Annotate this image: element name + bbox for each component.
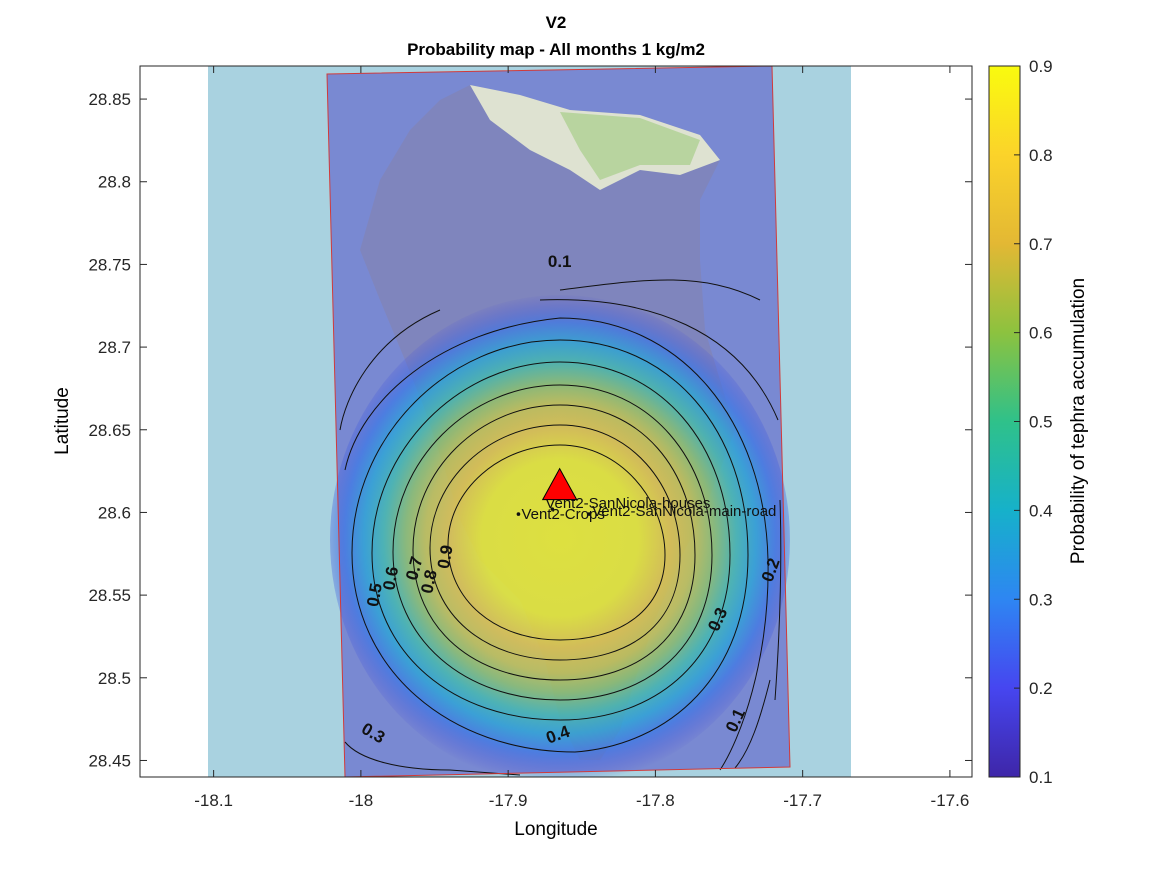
x-tick-label: -17.8 (636, 791, 675, 810)
contour-0.3 (344, 317, 769, 776)
contour-label: 0.8 (417, 568, 440, 595)
y-axis-label: Latitude (52, 387, 73, 455)
colorbar-tick-label: 0.7 (1029, 235, 1053, 254)
contour-0.6 (392, 384, 713, 701)
domain-box (326, 66, 791, 777)
x-axis: -18.1 -18 -17.9 -17.8 -17.7 -17.6 (194, 66, 969, 810)
x-axis-label: Longitude (514, 819, 597, 840)
station-points: Vent2-SanNicola-housesVent2-CropsVent2-S… (516, 495, 776, 523)
x-tick-label: -18.1 (194, 791, 233, 810)
colorbar-tick-label: 0.9 (1029, 57, 1053, 76)
contour-lines (339, 279, 782, 776)
chart-title: V2 (546, 13, 567, 32)
colorbar: 0.1 0.2 0.3 0.4 0.5 0.6 0.7 0.8 0.9 Probability … (988, 57, 1089, 787)
contour-0.4 (351, 339, 749, 753)
station-label: Vent2-Crops (521, 506, 604, 523)
colorbar-tick-label: 0.6 (1029, 324, 1053, 343)
colorbar-tick-label: 0.2 (1029, 679, 1053, 698)
colorbar-ticks: 0.1 0.2 0.3 0.4 0.5 0.6 0.7 0.8 0.9 (1014, 57, 1053, 787)
colorbar-tick-label: 0.4 (1029, 501, 1053, 520)
north-uncovered-green (560, 112, 700, 180)
y-tick-label: 28.55 (88, 586, 131, 605)
x-tick-label: -17.6 (931, 791, 970, 810)
y-tick-label: 28.75 (88, 255, 131, 274)
y-tick-label: 28.45 (88, 751, 131, 770)
x-tick-label: -18 (349, 791, 374, 810)
contour-label: 0.1 (548, 252, 572, 271)
vent-marker (541, 467, 578, 501)
plot-area: 0.10.20.30.50.6 0.70.80.90.3 0.4 0.1 Vent2-… (139, 65, 973, 778)
station-label: Vent2-SanNicola-houses (545, 495, 710, 512)
contour-0.8 (429, 424, 681, 661)
y-tick-label: 28.8 (98, 173, 131, 192)
station-marker (516, 512, 521, 516)
station-marker (550, 507, 555, 511)
contour-0.7 (412, 404, 696, 681)
station-marker (587, 512, 591, 516)
chart-subtitle: Probability map - All months 1 kg/m2 (407, 40, 705, 59)
hazard-field (330, 295, 790, 777)
contour-label: 0.9 (434, 544, 457, 571)
contour-0.5 (371, 361, 731, 721)
x-tick-label: -17.7 (783, 791, 822, 810)
colorbar-tick-label: 0.8 (1029, 146, 1053, 165)
colorbar-tick-label: 0.3 (1029, 590, 1053, 609)
y-tick-label: 28.5 (98, 669, 131, 688)
axes-frame (139, 65, 973, 778)
contour-label: 0.5 (363, 582, 386, 609)
x-tick-label: -17.9 (489, 791, 528, 810)
contour-0.1 (339, 279, 771, 769)
y-tick-label: 28.7 (98, 338, 131, 357)
colorbar-tick-label: 0.5 (1029, 413, 1053, 432)
y-tick-label: 28.85 (88, 90, 131, 109)
contour-0.2 (539, 299, 782, 701)
contour-label: 0.6 (379, 565, 402, 592)
y-tick-label: 28.65 (88, 421, 131, 440)
colorbar-label: Probability of tephra accumulation (1068, 278, 1089, 564)
contour-0.9 (447, 444, 666, 641)
colorbar-tick-label: 0.1 (1029, 768, 1053, 787)
station-label: Vent2-SanNicola-main-road (592, 503, 776, 520)
y-axis: 28.45 28.5 28.55 28.6 28.65 28.7 28.75 28.8 28.8… (88, 90, 972, 770)
y-tick-label: 28.6 (98, 503, 131, 522)
